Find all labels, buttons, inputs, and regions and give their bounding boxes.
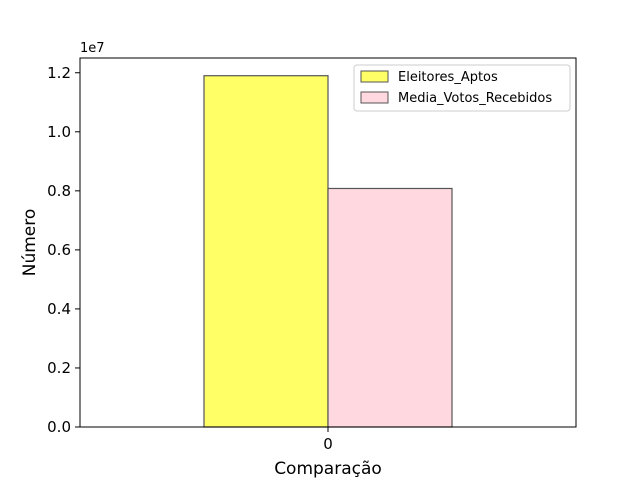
y-offset-label: 1e7 — [80, 41, 105, 56]
legend-frame — [353, 64, 571, 112]
legend-label: Media_Votos_Recebidos — [398, 91, 552, 106]
y-tick-label: 0.2 — [47, 359, 71, 377]
legend-swatch — [360, 70, 389, 83]
x-axis: 0 — [323, 427, 333, 453]
y-tick-label: 1.0 — [47, 123, 71, 141]
y-tick-label: 1.2 — [47, 64, 71, 82]
bar-eleitores-aptos — [203, 75, 329, 428]
y-tick-label: 0.8 — [47, 182, 71, 200]
x-axis-label: Comparação — [274, 459, 382, 479]
bar-media-votos-recebidos — [327, 187, 453, 428]
y-axis-label: Número — [20, 209, 40, 277]
x-tick-label: 0 — [323, 435, 333, 453]
legend-swatch — [360, 91, 389, 104]
y-axis: 0.0 0.2 0.4 0.6 0.8 1.0 1.2 — [47, 64, 80, 436]
y-tick-label: 0.6 — [47, 241, 71, 259]
bars — [203, 75, 453, 428]
legend-label: Eleitores_Aptos — [398, 70, 498, 85]
legend: Eleitores_Aptos Media_Votos_Recebidos — [353, 64, 571, 112]
y-tick-label: 0.4 — [47, 300, 71, 318]
y-tick-label: 0.0 — [47, 418, 71, 436]
